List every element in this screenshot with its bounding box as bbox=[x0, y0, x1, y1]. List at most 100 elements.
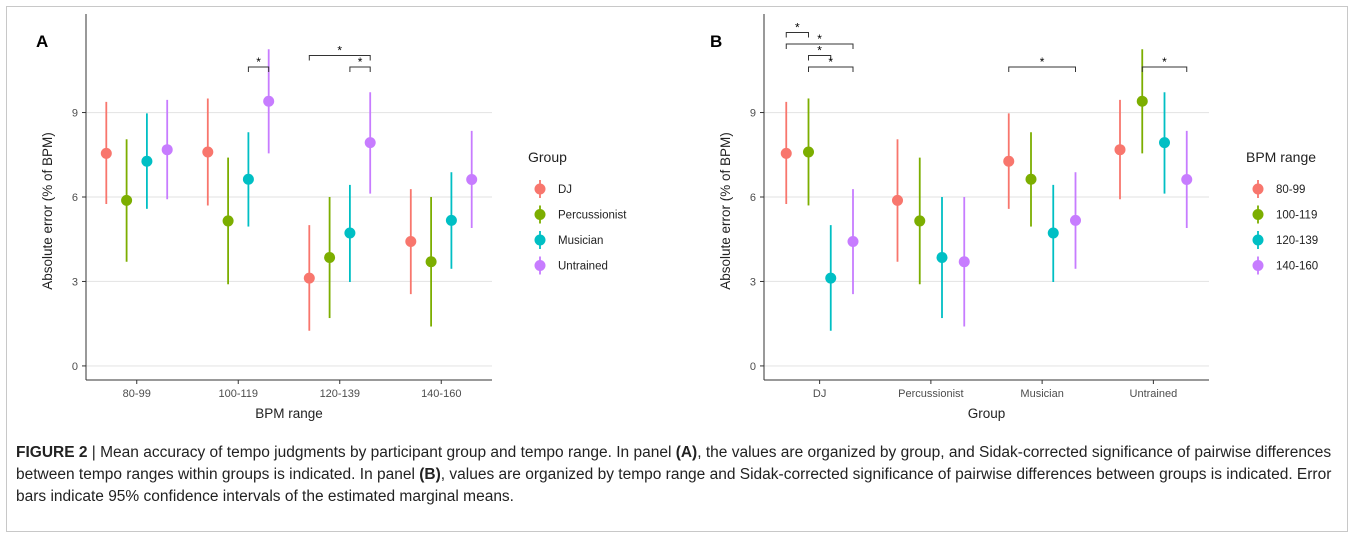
y-tick-label: 6 bbox=[72, 192, 78, 204]
data-point bbox=[242, 173, 254, 185]
data-point bbox=[202, 146, 214, 158]
figure-canvas: A 0 3 6 9 80-99 100-119 120-139 140-160 BPM range… bbox=[36, 14, 1318, 421]
data-point bbox=[324, 252, 336, 264]
data-point bbox=[936, 252, 948, 264]
legend-title: Group bbox=[528, 149, 567, 165]
significance-bracket bbox=[308, 55, 371, 61]
caption-text-3: , values are organized by tempo range an… bbox=[16, 466, 1332, 505]
figure-frame bbox=[6, 6, 1348, 532]
data-point bbox=[1047, 227, 1059, 239]
y-tick-label: 3 bbox=[750, 276, 756, 288]
data-point bbox=[1025, 173, 1037, 185]
data-point bbox=[161, 144, 173, 156]
significance-star: * bbox=[795, 21, 800, 35]
caption-separator: | bbox=[87, 444, 101, 461]
figure-caption: FIGURE 2 | Mean accuracy of tempo judgme… bbox=[16, 442, 1336, 508]
y-axis-title: Absolute error (% of BPM) bbox=[40, 132, 55, 290]
legend-label: Untrained bbox=[558, 261, 608, 273]
data-point bbox=[121, 194, 133, 206]
x-tick-label: 100-119 bbox=[218, 388, 258, 400]
data-point bbox=[405, 235, 417, 247]
data-point bbox=[892, 194, 903, 206]
caption-figure-label: FIGURE 2 bbox=[16, 444, 88, 461]
significance-star: * bbox=[1040, 55, 1045, 69]
panel-letter-A: A bbox=[36, 32, 48, 51]
legend-label: DJ bbox=[558, 184, 572, 196]
legend-label: Percussionist bbox=[558, 210, 627, 222]
x-axis-title: BPM range bbox=[255, 406, 323, 421]
data-point bbox=[364, 137, 376, 149]
data-point bbox=[958, 256, 970, 268]
x-tick-label: Musician bbox=[1020, 388, 1063, 400]
significance-star: * bbox=[337, 44, 342, 58]
x-tick-label: Untrained bbox=[1130, 388, 1178, 400]
data-point bbox=[1003, 155, 1015, 167]
data-point bbox=[466, 174, 478, 186]
data-point bbox=[1181, 174, 1193, 186]
significance-star: * bbox=[256, 55, 261, 69]
legend-label: 100-119 bbox=[1276, 210, 1317, 222]
significance-bracket bbox=[247, 66, 270, 72]
data-point bbox=[100, 147, 112, 159]
legend-label: Musician bbox=[558, 235, 603, 247]
legend-key-point bbox=[1252, 183, 1264, 195]
x-tick-label: 80-99 bbox=[123, 388, 151, 400]
significance-bracket bbox=[785, 32, 809, 38]
x-tick-label: 140-160 bbox=[421, 388, 461, 400]
legend-label: 80-99 bbox=[1276, 184, 1305, 196]
significance-bracket bbox=[349, 66, 371, 72]
legend-key-point bbox=[534, 260, 546, 271]
y-tick-label: 0 bbox=[750, 361, 756, 373]
legend-title: BPM range bbox=[1246, 149, 1316, 165]
significance-star: * bbox=[828, 55, 833, 69]
data-point bbox=[445, 214, 457, 226]
data-point bbox=[1159, 137, 1170, 149]
data-point bbox=[1114, 144, 1126, 156]
data-point bbox=[914, 215, 926, 227]
data-point bbox=[1136, 95, 1148, 107]
significance-bracket bbox=[1008, 66, 1076, 72]
data-point bbox=[803, 146, 814, 158]
y-tick-label: 9 bbox=[72, 108, 78, 120]
data-point bbox=[222, 215, 234, 227]
data-point bbox=[825, 272, 837, 284]
legend-key-point bbox=[534, 183, 546, 195]
legend-key-point bbox=[1252, 260, 1264, 271]
legend-key-point bbox=[534, 209, 546, 220]
significance-star: * bbox=[358, 55, 363, 69]
significance-bracket bbox=[808, 55, 832, 61]
y-axis-title: Absolute error (% of BPM) bbox=[718, 132, 733, 290]
data-point bbox=[263, 95, 275, 107]
x-tick-label: 120-139 bbox=[320, 388, 360, 400]
data-point bbox=[1070, 214, 1081, 226]
x-axis-title: Group bbox=[968, 406, 1006, 421]
data-point bbox=[303, 272, 315, 284]
significance-bracket bbox=[1141, 66, 1188, 72]
caption-ref-a: (A) bbox=[675, 444, 698, 461]
y-tick-label: 0 bbox=[72, 361, 78, 373]
data-point bbox=[780, 147, 792, 159]
significance-star: * bbox=[1162, 55, 1167, 69]
panel-letter-B: B bbox=[710, 32, 722, 51]
legend-key-point bbox=[1252, 234, 1264, 246]
caption-text-2: , the values are organized by group, and… bbox=[16, 444, 1332, 483]
legend-key-point bbox=[534, 234, 546, 246]
y-tick-label: 9 bbox=[750, 108, 756, 120]
significance-star: * bbox=[817, 44, 822, 58]
caption-text-1: Mean accuracy of tempo judgments by part… bbox=[100, 444, 676, 461]
data-point bbox=[141, 155, 153, 167]
x-tick-label: DJ bbox=[813, 388, 826, 400]
significance-star: * bbox=[817, 32, 822, 46]
legend-key-point bbox=[1252, 209, 1264, 220]
y-tick-label: 6 bbox=[750, 192, 756, 204]
y-tick-label: 3 bbox=[72, 276, 78, 288]
data-point bbox=[425, 256, 437, 268]
data-point bbox=[344, 227, 356, 239]
significance-bracket bbox=[785, 43, 854, 49]
x-tick-label: Percussionist bbox=[898, 388, 963, 400]
significance-bracket bbox=[808, 66, 854, 72]
data-point bbox=[847, 235, 859, 247]
legend-label: 140-160 bbox=[1276, 261, 1318, 273]
caption-ref-b: (B) bbox=[419, 466, 441, 483]
legend-label: 120-139 bbox=[1276, 235, 1318, 247]
